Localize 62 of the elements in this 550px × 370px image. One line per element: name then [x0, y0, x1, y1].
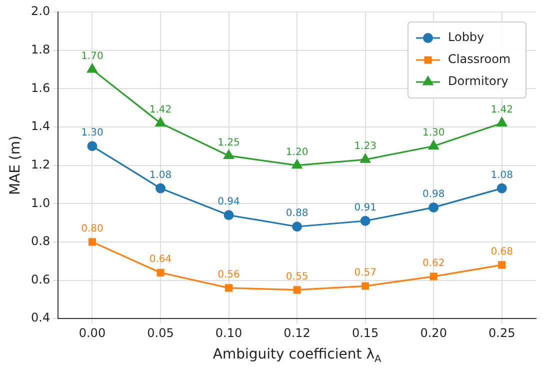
data-label: 0.94	[218, 196, 240, 208]
y-tick-label: 1.0	[30, 196, 50, 210]
data-label: 0.64	[149, 254, 172, 266]
point	[293, 286, 301, 294]
point	[428, 140, 439, 150]
point	[430, 272, 438, 280]
point	[362, 282, 370, 290]
data-label: 1.30	[422, 128, 445, 139]
point	[88, 238, 96, 246]
x-tick-label: 0.12	[284, 326, 310, 340]
x-tick-label: 0.00	[78, 326, 106, 340]
point	[496, 183, 507, 194]
data-label: 0.68	[490, 246, 513, 258]
data-label: 1.30	[81, 128, 104, 139]
point	[155, 117, 166, 126]
data-label: 0.57	[354, 268, 376, 279]
data-label: 0.62	[422, 258, 445, 270]
data-label: 1.08	[490, 170, 513, 181]
data-label: 0.56	[218, 270, 240, 281]
point	[156, 268, 164, 276]
data-label: 1.70	[81, 51, 104, 62]
data-label: 0.91	[354, 202, 376, 214]
legend-label: Dormitory	[448, 74, 508, 88]
y-tick-label: 1.2	[30, 157, 50, 172]
point	[360, 216, 370, 226]
point	[498, 261, 506, 269]
point	[224, 210, 234, 220]
point	[224, 150, 234, 160]
point	[87, 141, 98, 152]
data-label: 1.42	[490, 104, 513, 116]
data-label: 1.25	[218, 137, 240, 148]
point	[496, 117, 507, 126]
data-label: 0.55	[286, 271, 308, 282]
y-tick-label: 2.0	[30, 4, 50, 18]
y-tick-label: 1.8	[30, 42, 50, 56]
data-label: 0.88	[286, 208, 308, 220]
point	[225, 284, 233, 292]
data-label: 1.23	[354, 141, 376, 152]
x-tick-label: 0.20	[420, 326, 447, 340]
data-label: 1.20	[286, 146, 308, 158]
y-tick-label: 1.4	[30, 119, 50, 134]
data-label: 0.80	[81, 224, 104, 235]
x-tick-label: 0.25	[488, 326, 516, 340]
point	[155, 183, 166, 194]
data-label: 1.08	[149, 170, 172, 181]
point	[292, 160, 302, 169]
point	[428, 202, 439, 212]
point	[360, 154, 370, 163]
y-tick-label: 0.8	[30, 234, 50, 248]
x-tick-label: 0.05	[147, 326, 174, 340]
data-label: 0.98	[422, 189, 445, 200]
legend-label: Classroom	[448, 52, 511, 66]
x-tick-label: 0.10	[215, 326, 242, 340]
y-tick-label: 0.6	[30, 272, 50, 286]
data-label: 1.42	[149, 104, 172, 116]
x-tick-label: 0.15	[352, 326, 379, 340]
y-tick-label: 0.4	[30, 310, 50, 325]
legend-label: Lobby	[448, 30, 484, 44]
y-axis-title: MAE (m)	[8, 136, 24, 196]
point	[87, 64, 98, 73]
y-tick-label: 1.6	[30, 80, 50, 95]
point	[292, 222, 302, 232]
